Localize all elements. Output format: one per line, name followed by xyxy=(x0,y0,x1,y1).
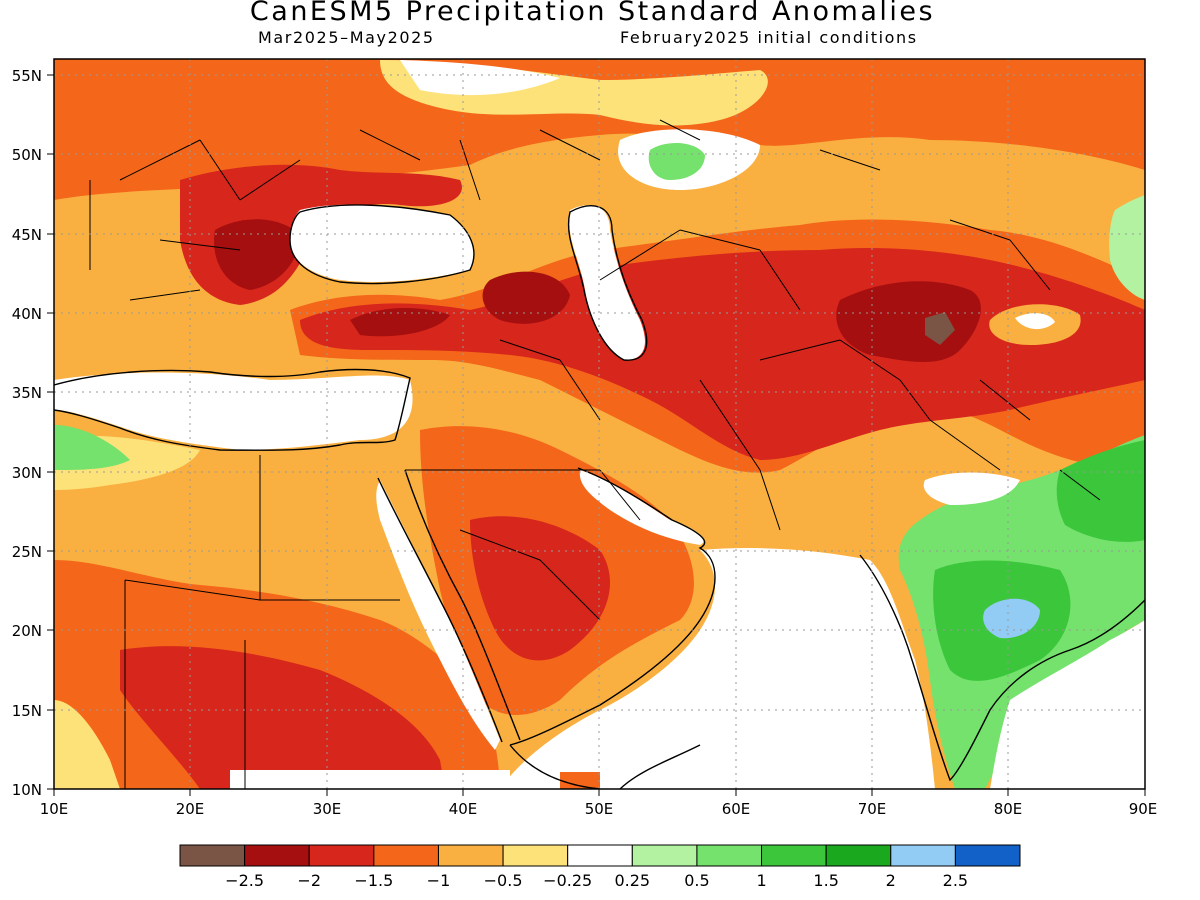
lat-label: 35N xyxy=(12,384,42,402)
masked-strip xyxy=(230,770,510,789)
lon-label: 10E xyxy=(40,800,69,818)
anomaly-region-pamir-core xyxy=(836,281,981,362)
black-sea xyxy=(290,204,474,282)
caspian-coast xyxy=(567,205,648,361)
map-title: CanESM5 Precipitation Standard Anomalies xyxy=(249,0,936,27)
colorbar-label: −0.25 xyxy=(543,871,592,890)
colorbar-swatch xyxy=(954,844,1021,867)
lon-label: 30E xyxy=(313,800,342,818)
lat-label: 25N xyxy=(12,543,42,561)
anomaly-region-deccan-very-wet xyxy=(983,598,1040,639)
anomaly-region-anatolia-core xyxy=(350,308,450,337)
colorbar-swatch xyxy=(825,844,892,867)
colorbar-label: −1.5 xyxy=(354,871,393,890)
anomaly-region-ganges-wet xyxy=(1056,440,1145,542)
colorbar-swatch xyxy=(890,844,956,867)
lon-label: 20E xyxy=(176,800,205,818)
mediterranean-sea xyxy=(54,372,413,450)
colorbar-swatch xyxy=(308,844,375,867)
colorbar-swatch xyxy=(179,844,246,867)
colorbar-label: 1 xyxy=(756,871,766,890)
colorbar-swatch xyxy=(567,844,633,867)
lon-label: 50E xyxy=(585,800,614,818)
lat-label: 50N xyxy=(12,146,42,164)
anomaly-region-west-europe xyxy=(54,60,250,150)
colorbar-label: −1 xyxy=(427,871,451,890)
arabia-coast xyxy=(509,467,716,746)
anomaly-region-punjab-neutral xyxy=(923,472,1020,505)
colorbar-swatch xyxy=(437,844,504,867)
india-coast xyxy=(859,554,1145,782)
colorbar: −2.5 −2 −1.5 −1 −0.5 −0.25 0.25 0.5 1 1.5 2 2.5 xyxy=(179,844,1021,890)
colorbar-label: −0.5 xyxy=(484,871,523,890)
lat-label: 20N xyxy=(12,622,42,640)
colorbar-label: −2.5 xyxy=(225,871,264,890)
horn-coast xyxy=(509,744,701,789)
colorbar-label: 1.5 xyxy=(813,871,838,890)
lon-label: 80E xyxy=(994,800,1023,818)
lon-label: 90E xyxy=(1129,800,1158,818)
colorbar-swatch xyxy=(696,844,763,867)
anomaly-region-balkans-core xyxy=(214,219,300,290)
colorbar-swatch xyxy=(373,844,439,867)
colorbar-swatch xyxy=(244,844,310,867)
anomaly-region-extreme-dry xyxy=(925,312,955,345)
anomaly-region-sudan-core xyxy=(120,646,445,789)
lon-label: 40E xyxy=(449,800,478,818)
arabian-sea xyxy=(500,548,935,789)
anomaly-region-kazakh-wet xyxy=(648,143,705,180)
lat-labels: 10N 15N 20N 25N 30N 35N 40N 45N 50N 55N xyxy=(12,67,42,799)
anomaly-region-mongolia-wet xyxy=(1109,195,1145,300)
black-sea-coast xyxy=(289,204,475,285)
mediterranean-coast xyxy=(54,368,411,451)
lon-labels: 10E 20E 30E 40E 50E 60E 70E 80E 90E xyxy=(40,800,1158,818)
colorbar-label: 2 xyxy=(886,871,896,890)
lon-label: 70E xyxy=(858,800,887,818)
colorbar-swatch xyxy=(631,844,698,867)
coastlines xyxy=(54,204,1145,789)
colorbar-label: 0.5 xyxy=(684,871,709,890)
country-borders xyxy=(89,119,1101,789)
colorbar-swatch xyxy=(502,844,569,867)
anomaly-region-russia-neutral xyxy=(400,60,560,96)
somalia-dry-patch xyxy=(560,772,600,789)
lat-label: 30N xyxy=(12,464,42,482)
lat-label: 40N xyxy=(12,305,42,323)
anomaly-region-caucasus-core xyxy=(482,271,570,324)
lat-label: 10N xyxy=(12,781,42,799)
lon-label: 60E xyxy=(722,800,751,818)
anomaly-region-chad-light xyxy=(54,700,120,789)
anomaly-region-maghreb-wet xyxy=(54,425,130,470)
red-sea xyxy=(376,480,500,750)
gridlines xyxy=(54,59,1145,789)
colorbar-label: −2 xyxy=(297,871,321,890)
colorbar-label: 2.5 xyxy=(943,871,968,890)
caspian-sea xyxy=(568,205,645,360)
anomaly-region-tarim-neutral xyxy=(1015,313,1055,330)
initial-conditions: February2025 initial conditions xyxy=(620,28,918,47)
colorbar-label: 0.25 xyxy=(614,871,650,890)
anomaly-region-arabia-core xyxy=(470,516,610,661)
lat-label: 55N xyxy=(12,67,42,85)
forecast-period: Mar2025–May2025 xyxy=(258,28,435,47)
lat-label: 45N xyxy=(12,226,42,244)
colorbar-swatch xyxy=(761,844,827,867)
axis-ticks xyxy=(47,74,1146,796)
lat-label: 15N xyxy=(12,702,42,720)
bay-of-bengal xyxy=(990,620,1145,789)
border-lines xyxy=(89,119,1101,789)
persian-gulf xyxy=(579,470,704,545)
red-sea-coast xyxy=(377,469,521,743)
